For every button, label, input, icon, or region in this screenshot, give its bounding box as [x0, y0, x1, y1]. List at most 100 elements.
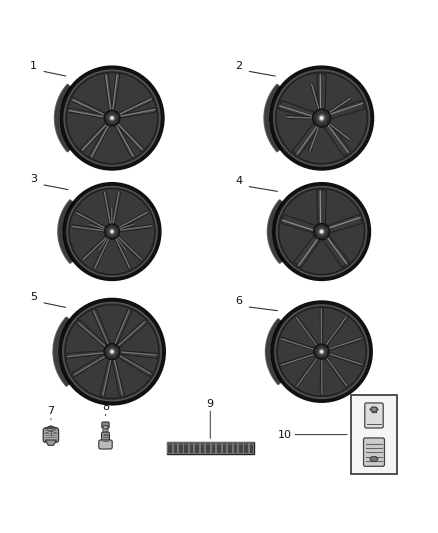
Polygon shape — [113, 310, 132, 345]
FancyBboxPatch shape — [102, 422, 109, 428]
Polygon shape — [281, 337, 314, 350]
FancyBboxPatch shape — [99, 440, 112, 449]
Polygon shape — [323, 235, 350, 268]
Circle shape — [108, 235, 110, 237]
Circle shape — [110, 229, 115, 234]
Circle shape — [319, 349, 324, 354]
Polygon shape — [317, 75, 326, 109]
Circle shape — [108, 356, 110, 357]
Circle shape — [315, 229, 317, 231]
Polygon shape — [92, 310, 110, 345]
Polygon shape — [317, 190, 326, 224]
Circle shape — [327, 229, 328, 230]
Polygon shape — [71, 97, 105, 116]
Circle shape — [106, 229, 108, 231]
Circle shape — [317, 346, 327, 357]
Polygon shape — [329, 100, 364, 119]
Text: 9: 9 — [207, 399, 214, 409]
Polygon shape — [114, 238, 131, 269]
Circle shape — [104, 110, 120, 126]
Polygon shape — [308, 125, 320, 151]
Polygon shape — [320, 309, 323, 344]
Polygon shape — [97, 236, 109, 251]
Circle shape — [110, 115, 115, 121]
Polygon shape — [320, 359, 323, 394]
Circle shape — [318, 115, 325, 121]
Circle shape — [107, 346, 117, 357]
Polygon shape — [327, 214, 362, 233]
Circle shape — [117, 116, 118, 117]
Circle shape — [316, 227, 327, 237]
FancyBboxPatch shape — [103, 426, 108, 435]
Circle shape — [112, 225, 113, 227]
Circle shape — [325, 123, 326, 124]
Circle shape — [325, 122, 326, 124]
Polygon shape — [117, 320, 147, 348]
Polygon shape — [72, 354, 106, 377]
Circle shape — [106, 115, 108, 117]
Polygon shape — [68, 108, 104, 118]
Circle shape — [327, 116, 328, 117]
Circle shape — [321, 111, 322, 112]
Polygon shape — [68, 309, 156, 394]
Circle shape — [111, 111, 113, 114]
Bar — [167, 442, 172, 453]
Text: 5: 5 — [30, 292, 37, 302]
Circle shape — [320, 350, 324, 353]
Polygon shape — [370, 457, 378, 462]
Bar — [200, 442, 205, 453]
Circle shape — [111, 345, 113, 347]
Polygon shape — [112, 359, 124, 396]
Polygon shape — [272, 69, 372, 167]
Circle shape — [108, 122, 110, 124]
Text: 7: 7 — [47, 407, 54, 416]
Circle shape — [108, 356, 109, 357]
Bar — [244, 442, 248, 453]
FancyBboxPatch shape — [43, 428, 59, 442]
Text: 8: 8 — [102, 402, 109, 412]
Polygon shape — [72, 224, 105, 232]
Circle shape — [321, 225, 322, 227]
Circle shape — [315, 229, 317, 230]
Circle shape — [318, 236, 319, 237]
Circle shape — [114, 235, 116, 237]
Polygon shape — [65, 186, 159, 277]
Circle shape — [326, 349, 328, 351]
Polygon shape — [115, 125, 135, 158]
Circle shape — [319, 116, 324, 120]
Circle shape — [106, 349, 107, 351]
Circle shape — [115, 122, 116, 123]
Polygon shape — [279, 100, 314, 119]
Polygon shape — [60, 302, 163, 401]
FancyBboxPatch shape — [102, 432, 110, 443]
Circle shape — [324, 235, 326, 237]
Polygon shape — [327, 122, 350, 141]
Circle shape — [313, 109, 331, 127]
Circle shape — [107, 227, 117, 237]
Circle shape — [321, 110, 323, 112]
Polygon shape — [103, 191, 112, 224]
Circle shape — [317, 235, 319, 237]
Circle shape — [320, 230, 324, 233]
Polygon shape — [279, 311, 364, 392]
FancyBboxPatch shape — [364, 438, 385, 466]
Circle shape — [111, 225, 113, 227]
Polygon shape — [89, 125, 109, 158]
Circle shape — [110, 230, 114, 233]
Polygon shape — [328, 337, 363, 350]
Bar — [211, 442, 215, 453]
Bar — [166, 441, 254, 454]
Circle shape — [324, 355, 326, 357]
Polygon shape — [281, 214, 316, 233]
Circle shape — [112, 112, 113, 113]
Bar — [189, 442, 194, 453]
Polygon shape — [120, 224, 152, 232]
Circle shape — [321, 225, 322, 227]
Circle shape — [327, 115, 329, 117]
Polygon shape — [112, 191, 121, 224]
Circle shape — [324, 356, 325, 357]
Text: 3: 3 — [30, 174, 37, 184]
Bar — [194, 442, 199, 453]
Polygon shape — [324, 123, 351, 156]
Circle shape — [317, 123, 318, 124]
